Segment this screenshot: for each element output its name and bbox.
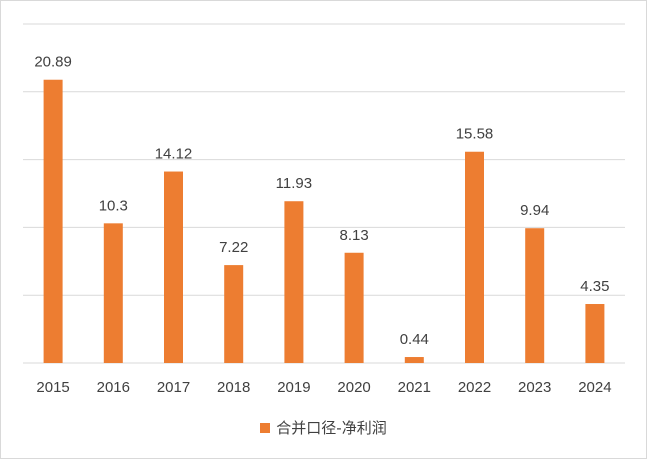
bar-2023 <box>525 228 545 363</box>
legend-swatch <box>260 422 271 433</box>
bar-2016 <box>103 223 123 363</box>
legend-label: 合并口径-净利润 <box>276 419 387 437</box>
data-label-2022: 15.58 <box>456 126 494 143</box>
tick-label-2024: 2024 <box>578 379 611 396</box>
data-label-2017: 14.12 <box>155 146 193 163</box>
bar-2022 <box>465 151 484 363</box>
tick-label-2023: 2023 <box>518 379 551 396</box>
data-labels: 20.89 10.3 14.12 7.22 11.93 8.13 0.44 15.58 9.94… <box>34 54 609 348</box>
tick-label-2020: 2020 <box>337 379 370 396</box>
data-label-2023: 9.94 <box>520 202 549 219</box>
data-label-2019: 11.93 <box>276 175 312 192</box>
data-label-2021: 0.44 <box>400 331 429 348</box>
bar-2018 <box>224 265 244 363</box>
bar-2019 <box>284 201 304 363</box>
data-label-2018: 7.22 <box>219 239 248 256</box>
tick-label-2021: 2021 <box>398 379 431 396</box>
tick-label-2016: 2016 <box>97 379 130 396</box>
tick-label-2017: 2017 <box>157 379 190 396</box>
bar-2015 <box>43 79 63 363</box>
data-label-2016: 10.3 <box>99 197 128 214</box>
tick-label-2019: 2019 <box>277 379 310 396</box>
data-label-2020: 8.13 <box>339 227 368 244</box>
grid-lines <box>23 23 625 364</box>
tick-label-2018: 2018 <box>217 379 250 396</box>
bar-2017 <box>164 171 183 363</box>
legend: 合并口径-净利润 <box>1 417 646 438</box>
bar-2021 <box>404 357 424 363</box>
tick-label-2022: 2022 <box>458 379 491 396</box>
tick-label-2015: 2015 <box>36 379 69 396</box>
bar-2020 <box>344 252 364 363</box>
data-label-2024: 4.35 <box>580 278 609 295</box>
bar-2024 <box>585 304 605 363</box>
data-label-2015: 20.89 <box>34 54 72 71</box>
x-axis-tick-labels: 2015 2016 2017 2018 2019 2020 2021 2022 2023 2024 <box>36 379 611 396</box>
bars <box>43 79 605 363</box>
